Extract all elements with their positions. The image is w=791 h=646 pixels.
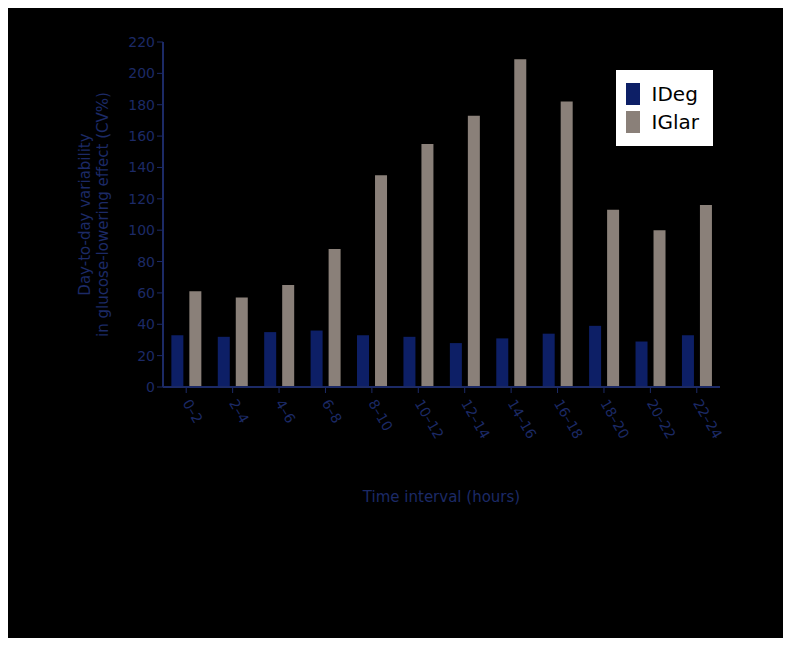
svg-text:120: 120: [128, 191, 155, 207]
svg-text:100: 100: [128, 222, 155, 238]
svg-text:Time interval (hours): Time interval (hours): [362, 488, 520, 506]
svg-text:60: 60: [137, 285, 155, 301]
svg-text:20–22: 20–22: [644, 397, 679, 442]
svg-text:140: 140: [128, 159, 155, 175]
svg-text:18–20: 18–20: [597, 397, 632, 442]
svg-text:16–18: 16–18: [551, 397, 586, 442]
svg-text:200: 200: [128, 65, 155, 81]
svg-text:0–2: 0–2: [180, 397, 206, 427]
svg-text:180: 180: [128, 97, 155, 113]
svg-text:22–24: 22–24: [690, 397, 725, 442]
svg-text:Day-to-day variabilityin gluco: Day-to-day variabilityin glucose-lowerin…: [76, 92, 112, 337]
html-text:IGlar: IGlar: [651, 110, 699, 134]
svg-text:20: 20: [137, 348, 155, 364]
svg-text:220: 220: [128, 34, 155, 50]
svg-text:10–12: 10–12: [412, 397, 447, 442]
svg-text:40: 40: [137, 316, 155, 332]
svg-text:0: 0: [146, 379, 155, 395]
html-text:IDeg: IDeg: [651, 82, 698, 106]
svg-text:80: 80: [137, 254, 155, 270]
svg-text:14–16: 14–16: [505, 397, 540, 442]
svg-text:12–14: 12–14: [458, 397, 493, 442]
svg-text:160: 160: [128, 128, 155, 144]
svg-text:6–8: 6–8: [319, 397, 345, 427]
svg-text:8–10: 8–10: [365, 397, 396, 434]
svg-text:4–6: 4–6: [272, 397, 298, 427]
svg-text:2–4: 2–4: [226, 397, 252, 427]
